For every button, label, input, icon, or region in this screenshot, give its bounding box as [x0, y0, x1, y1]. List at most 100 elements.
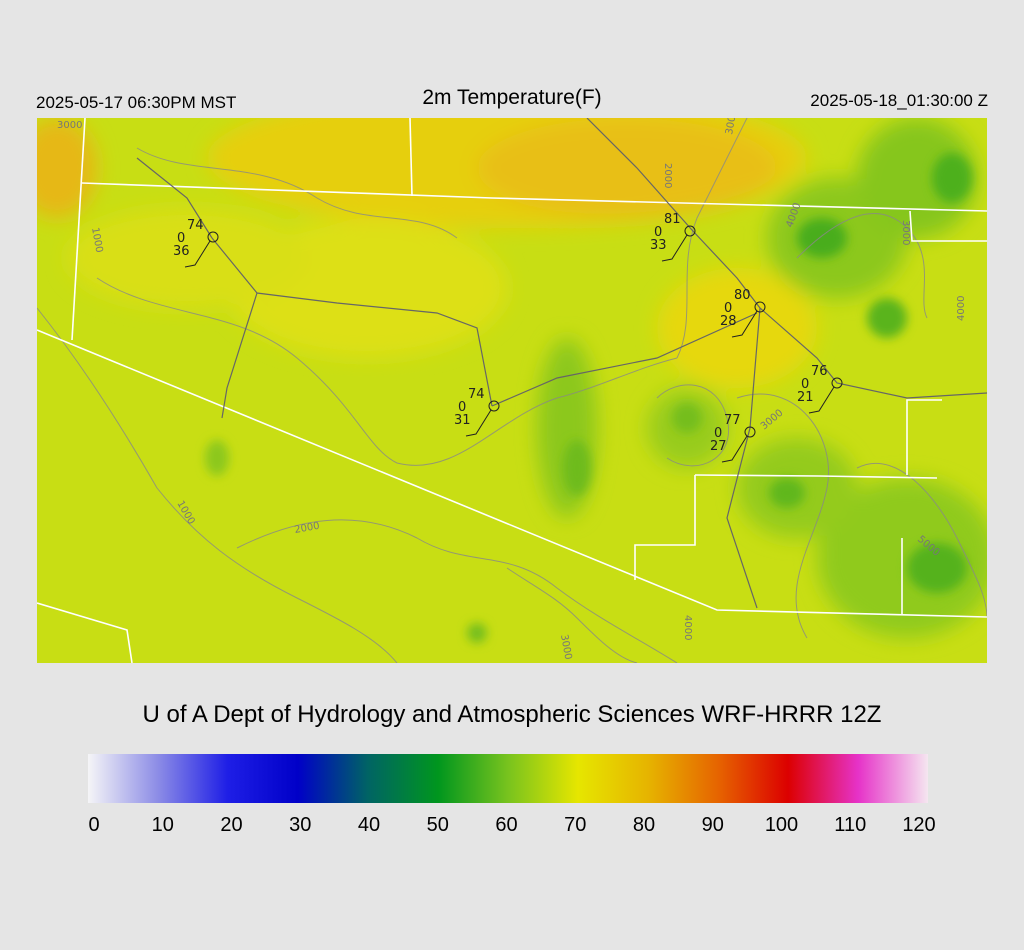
colorbar-gradient [88, 754, 928, 803]
wind-barb [808, 386, 835, 414]
station-dewpoint: 36 [173, 244, 190, 259]
station-temperature: 77 [724, 413, 741, 428]
road-line [136, 157, 213, 239]
utc-time-label: 2025-05-18_01:30:00 Z [810, 91, 988, 110]
wind-barb [731, 310, 758, 338]
cool-spot [867, 298, 907, 338]
cool-region [537, 338, 597, 518]
border-line [37, 329, 987, 618]
contour-label: 3000 [57, 120, 82, 131]
station-marker [744, 426, 756, 438]
contour-label: 2000 [662, 163, 673, 188]
elevation-contour [736, 393, 829, 639]
station-precip: 0 [177, 231, 185, 246]
border-line [81, 182, 987, 212]
station-dewpoint: 31 [454, 413, 471, 428]
colorbar-tick-label: 120 [902, 814, 936, 836]
station-dewpoint: 27 [710, 439, 727, 454]
colorbar-tick-label: 50 [426, 814, 449, 836]
cool-spot [769, 478, 805, 508]
station-temperature: 80 [734, 288, 751, 303]
road-line [726, 307, 761, 609]
contour-label: 3000 [724, 118, 739, 136]
elevation-contour [856, 462, 987, 619]
station-precip: 0 [458, 400, 466, 415]
border-line [37, 602, 133, 663]
station-marker [754, 301, 766, 313]
station-precip: 0 [724, 301, 732, 316]
wind-barb [184, 240, 211, 268]
colorbar-tick-label: 80 [632, 814, 656, 836]
road-line [586, 118, 761, 309]
cool-spot [932, 153, 972, 203]
road-line [491, 312, 758, 407]
station-temperature: 74 [187, 218, 204, 233]
cool-spot [467, 623, 487, 643]
station-temperature: 76 [811, 364, 828, 379]
colorbar-tick-label: 0 [88, 814, 100, 836]
contour-label: 1000 [89, 227, 104, 254]
border-line [909, 210, 987, 242]
colorbar-tick-label: 110 [834, 814, 867, 836]
local-time-label: 2025-05-17 06:30PM MST [36, 93, 237, 112]
contour-label: 4000 [682, 615, 693, 640]
border-line [694, 474, 938, 479]
cool-spot [205, 440, 229, 476]
colorbar-tick-label: 40 [357, 814, 381, 836]
temperature-map: 1000 1000 2000 2000 3000 3000 3000 4000 4000 3000… [37, 118, 987, 663]
border-line [634, 475, 696, 580]
colorbar-tick-label: 20 [220, 814, 243, 836]
contour-label: 2000 [294, 521, 321, 536]
colorbar-tick-label: 30 [289, 814, 312, 836]
colorbar-tick-label: 90 [701, 814, 724, 836]
warm-region [477, 118, 777, 218]
colorbar-tick-label: 100 [764, 814, 799, 836]
elevation-contour [676, 118, 748, 359]
road-line [221, 292, 258, 419]
station-precip: 0 [654, 225, 662, 240]
map-title: 2m Temperature(F) [422, 86, 602, 109]
colorbar-tick-labels: 0 10 20 30 40 50 60 70 80 90 100 110 120 [0, 814, 1024, 840]
station-dewpoint: 21 [797, 390, 814, 405]
wind-barb [661, 234, 688, 262]
border-line [906, 399, 942, 475]
temperature-colorbar [88, 754, 928, 803]
station-dewpoint: 33 [650, 238, 667, 253]
colorbar-tick-label: 60 [495, 814, 518, 836]
station-marker [488, 400, 500, 412]
elevation-contour [796, 213, 928, 319]
station-marker [831, 377, 843, 389]
credit-line: U of A Dept of Hydrology and Atmospheric… [142, 701, 882, 728]
elevation-contour [656, 384, 729, 467]
road-line [759, 307, 987, 399]
wind-barb [465, 409, 492, 437]
station-temperature: 81 [664, 212, 681, 227]
contour-label: 3000 [900, 220, 911, 245]
station-dewpoint: 28 [720, 314, 737, 329]
station-temperature: 74 [468, 387, 485, 402]
wind-barb [721, 435, 748, 463]
border-line [409, 118, 413, 197]
elevation-contour [37, 307, 398, 663]
warm-region [37, 118, 97, 218]
warm-region [657, 268, 817, 388]
cool-spot [672, 403, 702, 433]
colorbar-tick-label: 70 [564, 814, 587, 836]
warm-region [67, 208, 307, 308]
elevation-contour [506, 567, 638, 663]
border-line [71, 118, 86, 341]
colorbar-tick-label: 10 [151, 814, 174, 836]
elevation-contour [236, 519, 678, 663]
cool-spot [797, 218, 847, 258]
road-line [211, 237, 493, 407]
station-marker [207, 231, 219, 243]
contour-label: 4000 [956, 296, 967, 321]
elevation-contour [96, 277, 678, 466]
station-marker [684, 225, 696, 237]
cool-spot [563, 440, 591, 496]
cool-spot [907, 543, 967, 593]
